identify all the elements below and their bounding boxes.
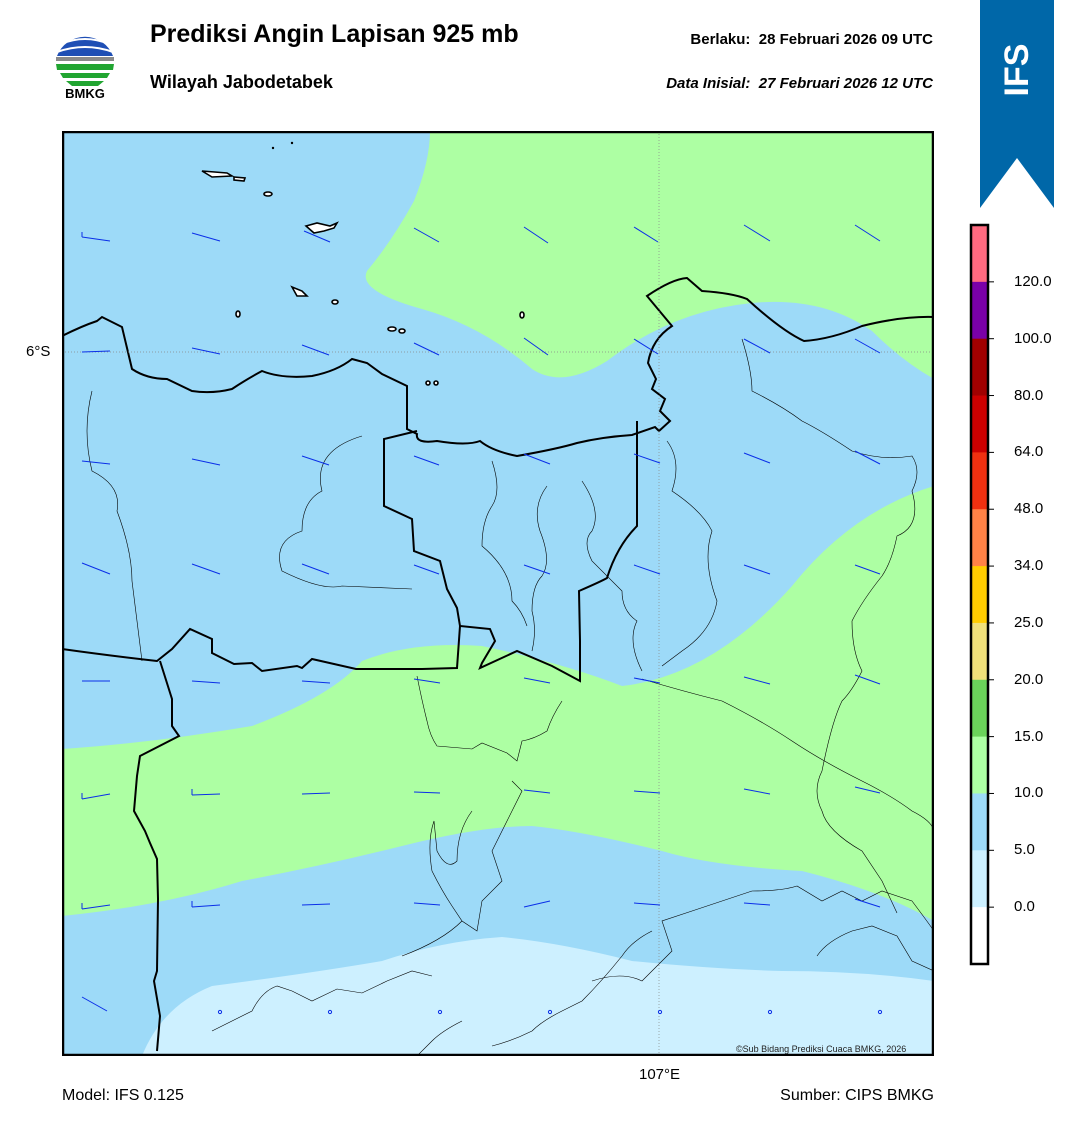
bmkg-logo-icon [55, 32, 115, 92]
colorbar-segment [971, 338, 988, 397]
initial-time: Data Inisial: 27 Februari 2026 12 UTC [666, 75, 933, 92]
latitude-label: 6°S [26, 343, 51, 360]
speed-band-0-5 [142, 937, 934, 1056]
province-boundary-south [62, 625, 461, 673]
colorbar-segment [971, 225, 988, 283]
colorbar-tick-label: 5.0 [1014, 841, 1035, 859]
colorbar-tick-label: 120.0 [1014, 272, 1052, 290]
district-boundaries [86, 338, 934, 1056]
colorbar-tick-label: 34.0 [1014, 557, 1044, 575]
model-info: Model: IFS 0.125 [62, 1087, 184, 1104]
colorbar-tick-label: 100.0 [1014, 329, 1052, 347]
valid-time: Berlaku: 28 Februari 2026 09 UTC [690, 31, 933, 48]
colorbar-segment [971, 679, 988, 738]
wind-map [62, 131, 934, 1056]
map-credit: ©Sub Bidang Prediksi Cuaca BMKG, 2026 [736, 1044, 907, 1054]
speed-band-10-15-central [62, 486, 934, 921]
colorbar-segment [971, 622, 988, 681]
calm-wind-markers [217, 1009, 883, 1015]
colorbar [969, 223, 994, 966]
colorbar-segment [971, 395, 988, 453]
colorbar-tick-label: 0.0 [1014, 898, 1035, 916]
map-frame [62, 131, 934, 1056]
colorbar-tick-label: 15.0 [1014, 727, 1044, 745]
coastline [62, 276, 934, 458]
map-subtitle: Wilayah Jabodetabek [150, 72, 333, 92]
wind-barbs [81, 224, 881, 1012]
colorbar-tick-label: 10.0 [1014, 784, 1044, 802]
model-ribbon-text: IFS [998, 44, 1036, 97]
colorbar-segment [971, 736, 988, 794]
source-info: Sumber: CIPS BMKG [780, 1087, 934, 1104]
model-ribbon-label: IFS [998, 44, 1036, 97]
colorbar-segment [971, 907, 988, 965]
colorbar-tick-label: 48.0 [1014, 500, 1044, 518]
colorbar-segment [971, 281, 988, 340]
colorbar-segment [971, 509, 988, 567]
province-boundary-jakarta-banten [383, 421, 638, 683]
map-title: Prediksi Angin Lapisan 925 mb [150, 20, 519, 48]
model-ribbon [980, 0, 1054, 208]
logo-text: BMKG [65, 86, 105, 101]
islands [201, 170, 525, 386]
colorbar-segment [971, 566, 988, 624]
colorbar-segment [971, 452, 988, 510]
colorbar-tick-label: 64.0 [1014, 443, 1044, 461]
colorbar-segment [971, 850, 988, 908]
colorbar-tick-label: 25.0 [1014, 613, 1044, 631]
colorbar-tick-label: 20.0 [1014, 670, 1044, 688]
speed-band-10-15-north [365, 131, 934, 379]
colorbar-frame [969, 223, 990, 966]
longitude-label: 107°E [639, 1066, 681, 1083]
province-boundary-west [132, 660, 181, 1052]
colorbar-tick-label: 80.0 [1014, 386, 1044, 404]
colorbar-segment [971, 793, 988, 851]
